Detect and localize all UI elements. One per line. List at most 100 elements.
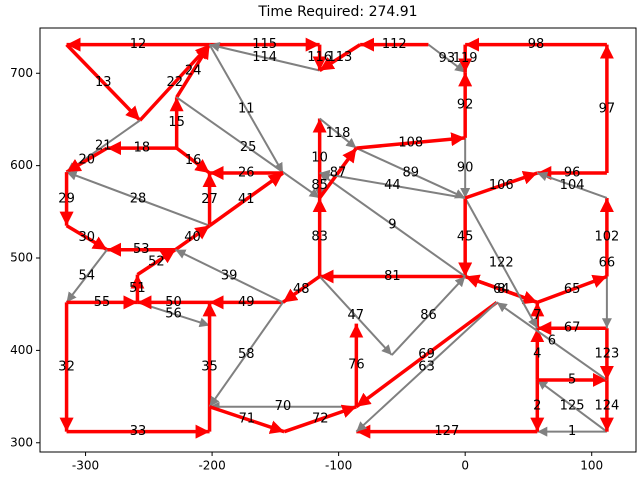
edge-label: 115 [252,37,277,52]
edge [319,172,466,278]
x-tick-label: -100 [325,459,352,473]
edge [65,224,108,252]
edge [355,147,466,199]
edge-label: 86 [420,308,437,323]
edge-label: 93 [439,51,456,66]
edge-label: 113 [327,50,352,65]
edge-label: 56 [165,306,182,321]
plot-frame [39,27,637,453]
edge-label: 108 [398,136,423,151]
edge-label: 30 [79,230,96,245]
edge-label: 92 [457,98,474,113]
edge [464,274,538,305]
edge-label: 47 [347,308,364,323]
edge [464,170,538,200]
edge-label: 124 [594,398,619,413]
edge-label: 69 [418,347,435,362]
edge-label: 24 [185,63,202,78]
edge-label: 15 [168,115,185,130]
edge-label: 10 [311,151,328,166]
edge-label: 7 [533,308,541,323]
edge-label: 87 [330,166,347,181]
edge [355,300,498,409]
edge-label: 104 [560,178,585,193]
edge [175,146,211,175]
edge-label: 65 [564,282,581,297]
edge-label: 39 [221,269,238,284]
edge-label: 102 [594,230,619,245]
edge-label: 125 [560,398,585,413]
edge-label: 114 [252,50,277,65]
edge-label: 1 [568,424,576,439]
edge-label: 50 [165,295,182,310]
edge [208,171,284,228]
edge-label: 4 [533,347,541,362]
edge-label: 26 [238,166,255,181]
edge-label: 2 [533,398,541,413]
edge-label: 90 [457,160,474,175]
edge [208,44,284,174]
edge-label: 16 [185,153,202,168]
edge [65,43,142,122]
x-tick-label: 0 [461,459,469,473]
edge-label: 76 [348,358,365,373]
edge-label: 98 [528,37,545,52]
edge-label: 22 [166,75,183,90]
edge [318,147,358,200]
edge-label: 51 [129,281,146,296]
edge-label: 32 [58,360,75,375]
edge [355,301,498,433]
edge-label: 48 [293,282,310,297]
edge [174,248,284,304]
x-tick-label: -200 [198,459,225,473]
edge [319,117,357,149]
edge [283,404,357,434]
edge-label: 118 [326,126,351,141]
edge-label: 44 [384,178,401,193]
edge-label: 21 [95,139,112,154]
edge-label: 54 [79,269,96,284]
edge [174,224,211,252]
edge-label: 63 [418,360,435,375]
x-tick-label: -300 [72,459,99,473]
edge-label: 11 [238,101,255,116]
edge-label: 5 [568,372,576,387]
y-tick-label: 300 [10,435,33,449]
edge-label: 41 [238,192,255,207]
edge-label: 6 [548,334,556,349]
edge-label: 28 [130,191,147,206]
edge-label: 70 [275,399,292,414]
edge [318,43,362,72]
edge [209,405,285,434]
edge [65,249,108,303]
edge [281,275,321,304]
edge-label: 49 [238,295,255,310]
edge [464,197,539,329]
edge [496,301,608,381]
edge [175,43,212,99]
edge [209,42,320,72]
edge-label: 45 [457,230,474,245]
edge-label: 55 [94,295,111,310]
edge-label: 97 [599,101,616,116]
edge [136,248,177,277]
edge [65,146,108,174]
edge-label: 85 [311,178,328,193]
edge [536,379,608,433]
edge-label: 58 [238,347,255,362]
y-tick-label: 700 [10,66,33,80]
edge-label: 116 [307,50,332,65]
edge [318,275,393,356]
edge-label: 18 [134,141,151,156]
edge-label: 81 [384,269,401,284]
edge [391,275,466,356]
edge-label: 27 [201,192,218,207]
y-tick-label: 400 [10,343,33,357]
edge-label: 53 [133,242,150,257]
edge-label: 112 [382,37,407,52]
edge-label: 89 [402,166,419,181]
x-tick-label: 100 [580,459,603,473]
edge-label: 67 [564,321,581,336]
edge-label: 40 [184,230,201,245]
